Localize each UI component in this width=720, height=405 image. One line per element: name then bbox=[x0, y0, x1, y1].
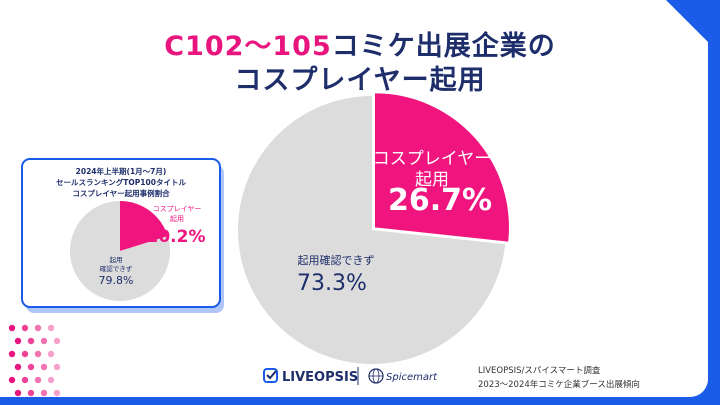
inset-label-unconfirmed-line2: 確認できず bbox=[100, 264, 133, 273]
brand-liveopsis-text: LIVEOPSIS bbox=[282, 370, 358, 385]
spicemart-logo: Spicemart bbox=[368, 368, 438, 384]
inset-pie-slice-unconfirmed bbox=[69, 201, 170, 301]
slide-card: C102〜105コミケ出展企業の コスプレイヤー起用 コスプレイヤー 起用 26… bbox=[0, 0, 708, 397]
decorative-dot bbox=[40, 363, 48, 371]
source-line1: LIVEOPSIS/スパイスマート調査 bbox=[478, 366, 601, 376]
inset-card: 2024年上半期(1月〜7月) セールスランキングTOP100タイトル コスプレ… bbox=[21, 158, 224, 313]
decorative-dot bbox=[53, 389, 60, 397]
decorative-dot bbox=[53, 337, 60, 345]
brand-spicemart-text: Spicemart bbox=[386, 372, 438, 383]
dot-pattern-decoration bbox=[8, 324, 60, 397]
inset-value-cosplayer: 20.2% bbox=[147, 227, 206, 247]
decorative-dot bbox=[53, 363, 60, 371]
inset-title-line1: 2024年上半期(1月〜7月) bbox=[76, 166, 167, 176]
main-pie-slice-unconfirmed bbox=[237, 96, 506, 364]
main-label-unconfirmed: 起用確認できず bbox=[298, 253, 375, 267]
decorative-dot bbox=[8, 324, 16, 332]
decorative-dot bbox=[27, 389, 35, 397]
main-value-unconfirmed: 73.3% bbox=[297, 271, 367, 296]
page-title-line1: C102〜105コミケ出展企業の bbox=[0, 24, 708, 63]
inset-label-cosplayer-line2: 起用 bbox=[170, 215, 184, 223]
main-label-cosplayer-line2: 起用 bbox=[415, 170, 449, 190]
decorative-dot bbox=[8, 350, 16, 358]
decorative-dot bbox=[34, 324, 42, 332]
decorative-dot bbox=[47, 376, 55, 384]
main-label-cosplayer-line1: コスプレイヤー bbox=[373, 149, 492, 169]
decorative-dot bbox=[40, 337, 48, 345]
main-pie-slice-cosplayer bbox=[374, 93, 509, 242]
inset-title-line3: コスプレイヤー起用事例割合 bbox=[72, 188, 170, 198]
inset-value-unconfirmed: 79.8% bbox=[99, 274, 134, 287]
decorative-dot bbox=[47, 350, 55, 358]
inset-title-line2: セールスランキングTOP100タイトル bbox=[56, 177, 186, 187]
decorative-dot bbox=[8, 376, 16, 384]
corner-decoration bbox=[664, 0, 708, 44]
inset-label-cosplayer-line1: コスプレイヤー bbox=[153, 205, 202, 213]
decorative-dot bbox=[27, 363, 35, 371]
decorative-dot bbox=[27, 337, 35, 345]
decorative-dot bbox=[21, 350, 29, 358]
chart-canvas: コスプレイヤー 起用 26.7% 起用確認できず 73.3% 2024年上半期(… bbox=[21, 93, 509, 385]
decorative-dot bbox=[34, 350, 42, 358]
title-accent: C102〜105 bbox=[164, 31, 332, 62]
decorative-dot bbox=[47, 324, 55, 332]
title-rest: コミケ出展企業の bbox=[331, 31, 556, 62]
inset-label-unconfirmed-line1: 起用 bbox=[110, 256, 123, 264]
main-value-cosplayer: 26.7% bbox=[388, 183, 492, 218]
decorative-dot bbox=[21, 376, 29, 384]
decorative-dot bbox=[40, 389, 48, 397]
page-title-line2: コスプレイヤー起用 bbox=[234, 65, 486, 96]
inset-pie-slice-cosplayer bbox=[120, 201, 168, 251]
source-line2: 2023〜2024年コミケ企業ブース出展傾向 bbox=[478, 380, 640, 390]
main-pie-chart: コスプレイヤー 起用 26.7% 起用確認できず 73.3% bbox=[237, 93, 509, 364]
decorative-dot bbox=[34, 376, 42, 384]
decorative-dot bbox=[14, 389, 22, 397]
liveopsis-logo: LIVEOPSIS bbox=[263, 368, 358, 385]
decorative-dot bbox=[21, 324, 29, 332]
decorative-dot bbox=[14, 337, 22, 345]
decorative-dot bbox=[14, 363, 22, 371]
